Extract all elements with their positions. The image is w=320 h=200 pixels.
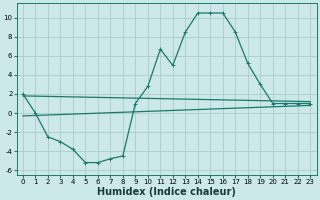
X-axis label: Humidex (Indice chaleur): Humidex (Indice chaleur) <box>97 187 236 197</box>
